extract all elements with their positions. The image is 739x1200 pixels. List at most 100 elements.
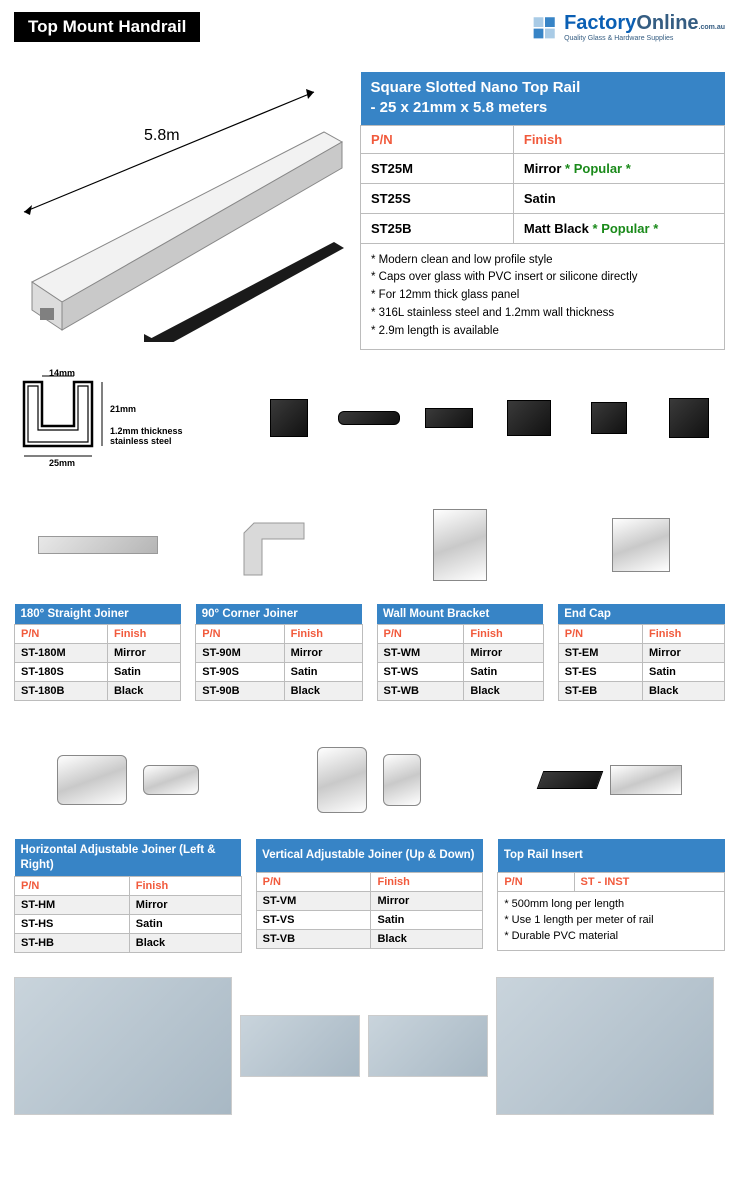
finish-cell: Black: [129, 934, 241, 953]
product-card: Top Rail Insert P/NST - INST * 500mm lon…: [497, 725, 725, 954]
pn-cell: ST-EM: [558, 643, 642, 662]
finish-cell: Matt Black * Popular *: [513, 213, 724, 243]
gallery-image: [368, 1015, 488, 1077]
page-title: Top Mount Handrail: [14, 12, 200, 42]
logo: FactoryOnline.com.au Quality Glass & Har…: [532, 13, 725, 42]
card-title: Wall Mount Bracket: [377, 604, 543, 625]
product-card: Wall Mount Bracket P/NFinish ST-WMMirror…: [377, 490, 544, 701]
spec-thickness: 1.2mm thickness stainless steel: [110, 426, 200, 448]
pn-cell: ST-180M: [15, 643, 108, 662]
pn-cell: ST-180S: [15, 662, 108, 681]
photo-gallery: [14, 977, 725, 1115]
col-finish: Finish: [464, 624, 543, 643]
finish-cell: Black: [642, 681, 724, 700]
black-part-icon: [573, 388, 645, 448]
pn-cell: ST25B: [361, 213, 514, 243]
product-image: [14, 490, 181, 600]
small-products-grid: 180° Straight Joiner P/NFinish ST-180MMi…: [14, 490, 725, 701]
gallery-image: [14, 977, 232, 1115]
col-pn: P/N: [558, 624, 642, 643]
main-table-title: Square Slotted Nano Top Rail - 25 x 21mm…: [361, 72, 725, 125]
logo-brand: FactoryOnline.com.au: [564, 13, 725, 33]
finish-cell: Satin: [513, 183, 724, 213]
pn-value: ST - INST: [574, 873, 724, 892]
product-image: [195, 490, 362, 600]
pn-cell: ST-WS: [377, 662, 464, 681]
finish-cell: Black: [284, 681, 362, 700]
logo-icon: [532, 14, 558, 40]
black-part-icon: [653, 388, 725, 448]
main-product-image: 5.8m: [14, 72, 344, 342]
spec-outer: 25mm: [49, 458, 75, 468]
pn-cell: ST-HB: [15, 934, 130, 953]
finish-cell: Satin: [284, 662, 362, 681]
finish-cell: Mirror * Popular *: [513, 153, 724, 183]
product-image: [14, 725, 242, 835]
black-part-icon: [333, 388, 405, 448]
finish-cell: Black: [371, 930, 483, 949]
col-pn: P/N: [196, 624, 284, 643]
col-pn: P/N: [15, 624, 108, 643]
pn-cell: ST-90B: [196, 681, 284, 700]
col-finish: Finish: [513, 125, 724, 153]
product-card: End Cap P/NFinish ST-EMMirror ST-ESSatin…: [558, 490, 725, 701]
pn-cell: ST25S: [361, 183, 514, 213]
finish-cell: Mirror: [464, 643, 543, 662]
col-finish: Finish: [284, 624, 362, 643]
product-image: [377, 490, 544, 600]
card-title: 90° Corner Joiner: [196, 604, 362, 625]
pn-cell: ST-VM: [256, 892, 371, 911]
gallery-image: [240, 1015, 360, 1077]
pn-cell: ST-ES: [558, 662, 642, 681]
col-pn: P/N: [498, 873, 574, 892]
finish-cell: Black: [464, 681, 543, 700]
finish-cell: Mirror: [129, 896, 241, 915]
pn-cell: ST-EB: [558, 681, 642, 700]
spec-height: 21mm: [110, 404, 136, 414]
pn-cell: ST-HS: [15, 915, 130, 934]
finish-cell: Satin: [642, 662, 724, 681]
black-part-icon: [253, 388, 325, 448]
length-label: 5.8m: [144, 127, 180, 145]
spec-row: 21mm 14mm 25mm 1.2mm thickness stainless…: [14, 368, 725, 468]
pn-cell: ST-VS: [256, 911, 371, 930]
col-finish: Finish: [107, 624, 180, 643]
col-finish: Finish: [371, 873, 483, 892]
top-section: 5.8m Square Slotted Nano Top Rail - 25 x…: [14, 72, 725, 350]
logo-tagline: Quality Glass & Hardware Supplies: [564, 35, 725, 42]
pn-cell: ST-180B: [15, 681, 108, 700]
finish-cell: Satin: [107, 662, 180, 681]
col-pn: P/N: [256, 873, 371, 892]
header: Top Mount Handrail FactoryOnline.com.au …: [14, 12, 725, 42]
col-pn: P/N: [15, 877, 130, 896]
pn-cell: ST-90M: [196, 643, 284, 662]
finish-cell: Satin: [464, 662, 543, 681]
card-title: Top Rail Insert: [498, 839, 725, 873]
main-notes: * Modern clean and low profile style * C…: [361, 243, 725, 349]
cross-section-diagram: 21mm 14mm 25mm 1.2mm thickness stainless…: [14, 368, 214, 468]
card-title: 180° Straight Joiner: [15, 604, 181, 625]
main-product-table: Square Slotted Nano Top Rail - 25 x 21mm…: [360, 72, 725, 350]
col-finish: Finish: [642, 624, 724, 643]
card-title: End Cap: [558, 604, 724, 625]
product-image: [497, 725, 725, 835]
product-image: [558, 490, 725, 600]
gallery-image: [496, 977, 714, 1115]
finish-cell: Black: [107, 681, 180, 700]
pn-cell: ST25M: [361, 153, 514, 183]
col-finish: Finish: [129, 877, 241, 896]
pn-cell: ST-WM: [377, 643, 464, 662]
spec-inner: 14mm: [49, 368, 75, 378]
pn-cell: ST-WB: [377, 681, 464, 700]
product-image: [256, 725, 484, 835]
col-pn: P/N: [377, 624, 464, 643]
adjustable-products-grid: Horizontal Adjustable Joiner (Left & Rig…: [14, 725, 725, 954]
pn-cell: ST-HM: [15, 896, 130, 915]
card-title: Horizontal Adjustable Joiner (Left & Rig…: [15, 839, 242, 877]
product-card: Horizontal Adjustable Joiner (Left & Rig…: [14, 725, 242, 954]
product-card: 180° Straight Joiner P/NFinish ST-180MMi…: [14, 490, 181, 701]
black-part-icon: [493, 388, 565, 448]
col-pn: P/N: [361, 125, 514, 153]
card-title: Vertical Adjustable Joiner (Up & Down): [256, 839, 483, 873]
pn-cell: ST-90S: [196, 662, 284, 681]
